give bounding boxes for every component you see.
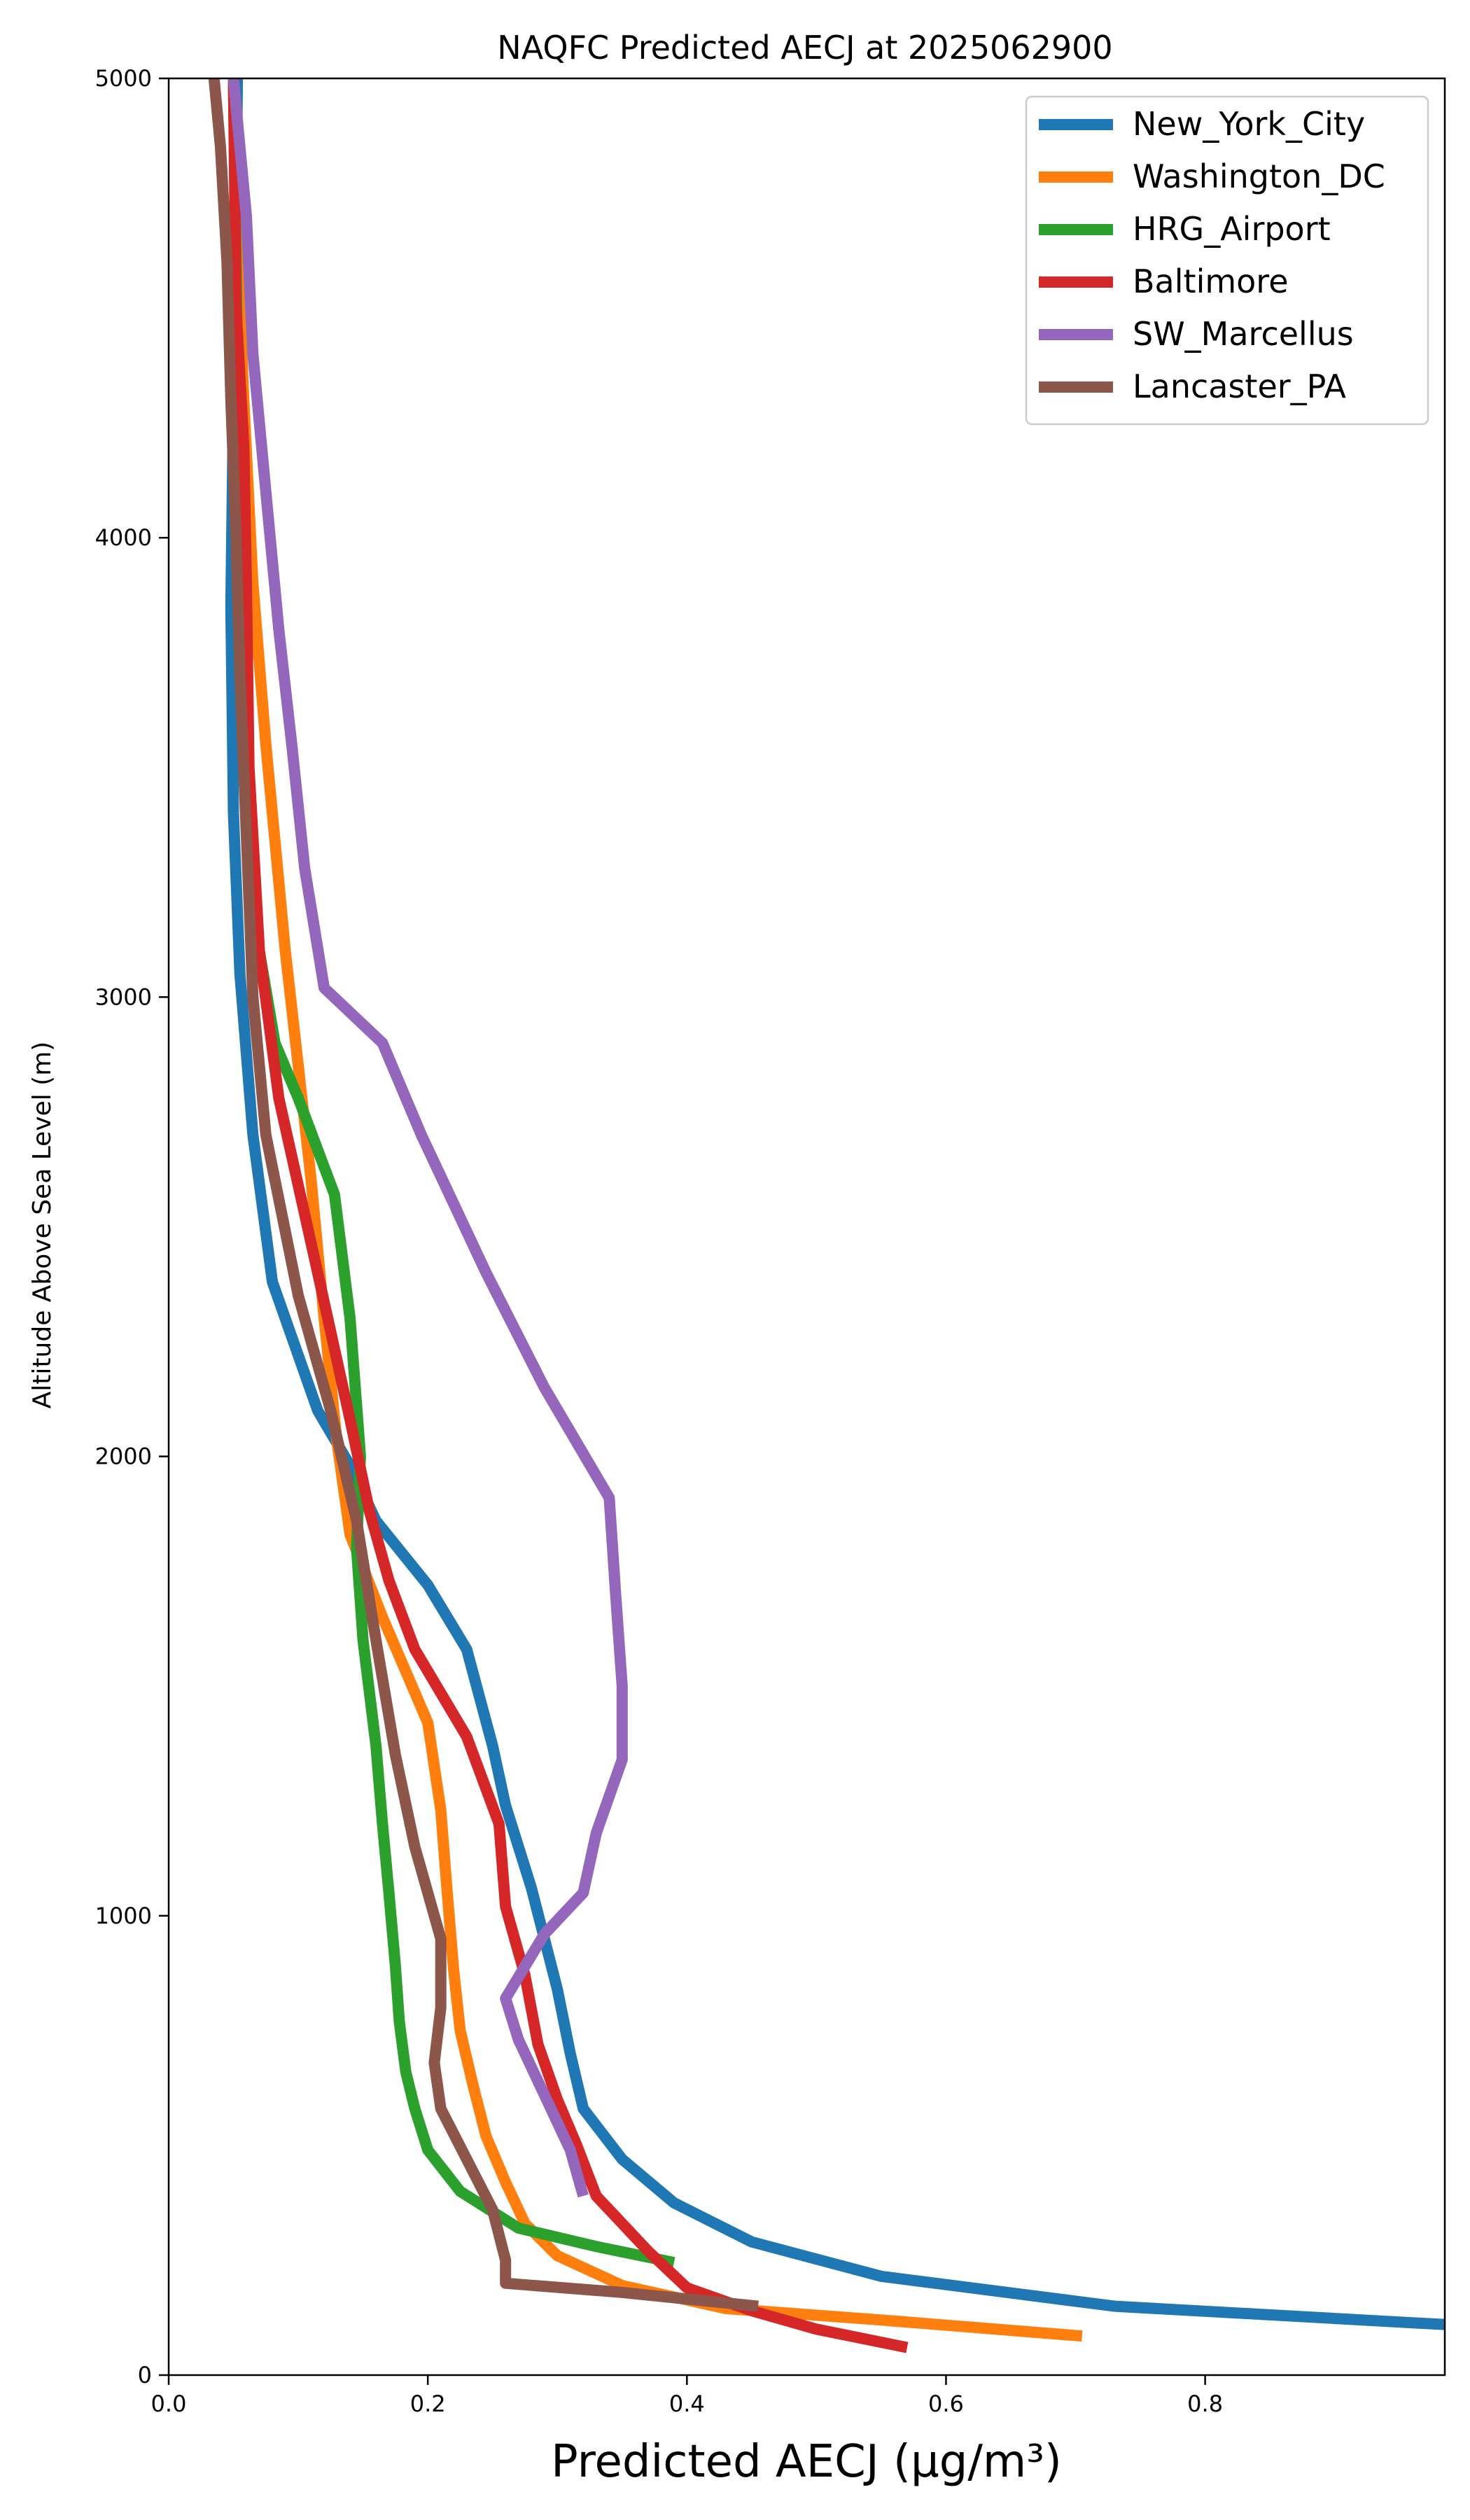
x-tick-label: 0.6 bbox=[928, 2390, 964, 2417]
y-tick-label: 5000 bbox=[95, 65, 152, 92]
y-tick-label: 3000 bbox=[95, 983, 152, 1010]
y-tick-label: 2000 bbox=[95, 1443, 152, 1470]
legend-box bbox=[1025, 95, 1429, 426]
plot-area bbox=[167, 77, 1446, 2376]
series-line-new-york-city bbox=[225, 78, 1446, 2330]
legend-label: HRG_Airport bbox=[1133, 210, 1331, 248]
series-line-sw-marcellus bbox=[227, 78, 628, 2198]
x-tick-label: 0.0 bbox=[151, 2390, 187, 2417]
legend-label: SW_Marcellus bbox=[1133, 315, 1354, 353]
y-tick-label: 1000 bbox=[95, 1903, 152, 1929]
series-line-lancaster-pa bbox=[208, 78, 759, 2312]
chart-title: NAQFC Predicted AECJ at 2025062900 bbox=[497, 29, 1112, 66]
y-axis: 0 1000 2000 3000 4000 5000 bbox=[95, 65, 169, 2388]
x-tick-label: 0.2 bbox=[410, 2390, 446, 2417]
x-tick-label: 0.4 bbox=[669, 2390, 705, 2417]
series-line-washington-dc bbox=[227, 78, 1083, 2342]
legend-label: Lancaster_PA bbox=[1133, 368, 1346, 405]
y-tick-label: 0 bbox=[138, 2362, 152, 2388]
legend-label: Baltimore bbox=[1133, 262, 1289, 300]
x-tick-label: 0.8 bbox=[1187, 2390, 1223, 2417]
x-axis-label: Predicted AECJ (μg/m³) bbox=[551, 2436, 1062, 2488]
plot-frame bbox=[167, 77, 1446, 2376]
legend: New_York_City Washington_DC HRG_Airport Bal… bbox=[1025, 95, 1429, 426]
plot-background bbox=[169, 78, 1445, 2375]
x-axis: 0.0 0.2 0.4 0.6 0.8 bbox=[151, 2375, 1223, 2417]
legend-label: New_York_City bbox=[1133, 105, 1365, 143]
y-axis-label: Altitude Above Sea Level (m) bbox=[28, 1042, 57, 1409]
series-layer bbox=[208, 78, 1446, 2353]
y-tick-label: 4000 bbox=[95, 524, 152, 551]
legend-label: Washington_DC bbox=[1133, 158, 1385, 195]
